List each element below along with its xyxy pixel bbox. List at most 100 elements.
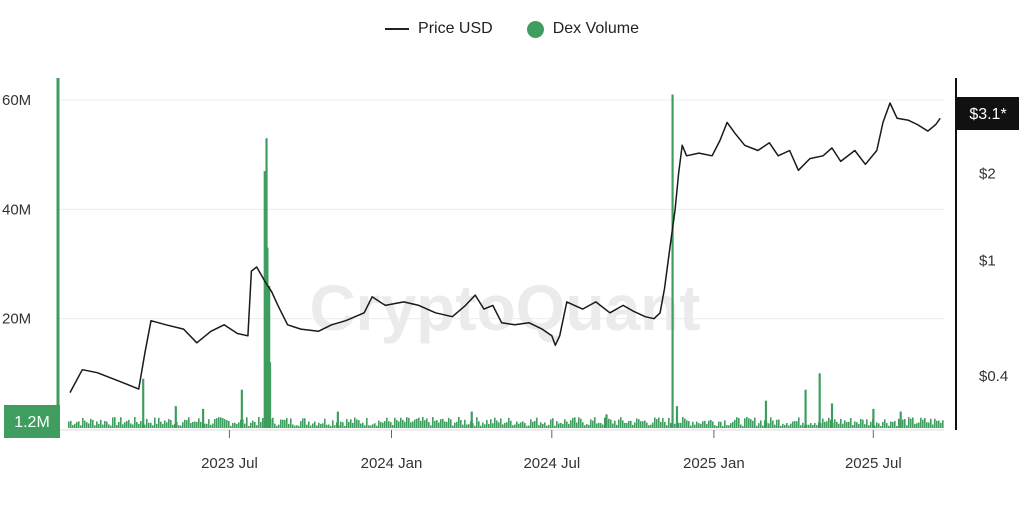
volume-bar bbox=[698, 423, 700, 428]
volume-bar bbox=[920, 417, 922, 428]
volume-bar bbox=[302, 418, 304, 428]
volume-bar bbox=[688, 421, 690, 428]
volume-bar bbox=[722, 425, 724, 428]
volume-bar bbox=[260, 421, 262, 428]
volume-bar bbox=[274, 423, 276, 428]
volume-bar bbox=[898, 418, 900, 428]
volume-bar bbox=[438, 422, 440, 428]
volume-bar bbox=[556, 421, 558, 428]
volume-bar bbox=[738, 418, 740, 428]
volume-bar bbox=[784, 424, 786, 428]
volume-bar bbox=[360, 423, 362, 428]
volume-bar bbox=[328, 424, 330, 428]
volume-bar bbox=[678, 422, 680, 428]
right-tick-label: $0.4 bbox=[979, 368, 1008, 385]
volume-bar bbox=[530, 419, 532, 428]
volume-bar bbox=[172, 424, 174, 428]
volume-bar bbox=[664, 421, 666, 428]
volume-bar bbox=[108, 424, 110, 428]
volume-bar bbox=[886, 423, 888, 428]
volume-bar bbox=[138, 423, 140, 428]
volume-bar bbox=[162, 423, 164, 428]
volume-bar bbox=[680, 422, 682, 428]
volume-bar bbox=[130, 423, 132, 428]
volume-bar bbox=[498, 422, 500, 428]
volume-bar bbox=[404, 421, 406, 428]
volume-bar bbox=[150, 422, 152, 428]
volume-bar bbox=[762, 425, 764, 428]
volume-bar bbox=[834, 419, 836, 428]
legend-item-volume[interactable]: Dex Volume bbox=[526, 20, 639, 38]
volume-bar bbox=[454, 422, 456, 428]
volume-bar bbox=[654, 417, 656, 428]
volume-current-badge bbox=[4, 405, 60, 438]
x-tick-label: 2025 Jan bbox=[683, 455, 745, 472]
volume-bar bbox=[940, 422, 942, 428]
volume-bar bbox=[208, 419, 210, 428]
volume-bar bbox=[546, 425, 548, 428]
volume-bar bbox=[534, 420, 536, 428]
volume-bar bbox=[750, 419, 752, 428]
volume-bar bbox=[226, 420, 228, 428]
legend-item-price[interactable]: Price USD bbox=[385, 20, 493, 38]
volume-bar bbox=[612, 423, 614, 428]
volume-bar bbox=[88, 423, 90, 428]
volume-bar bbox=[592, 420, 594, 428]
volume-bar bbox=[884, 419, 886, 428]
volume-bar bbox=[932, 424, 934, 428]
volume-bar bbox=[466, 424, 468, 428]
volume-bar bbox=[626, 422, 628, 428]
volume-bar bbox=[866, 419, 868, 428]
volume-bar bbox=[918, 422, 920, 428]
volume-bar bbox=[400, 417, 402, 428]
volume-bar bbox=[700, 423, 702, 428]
volume-bar bbox=[232, 423, 234, 428]
volume-bar bbox=[708, 420, 710, 428]
volume-bar bbox=[822, 418, 824, 428]
volume-bar bbox=[394, 417, 396, 428]
volume-bar bbox=[904, 418, 906, 428]
volume-bar bbox=[442, 418, 444, 428]
volume-bar bbox=[92, 419, 94, 428]
volume-bar bbox=[514, 424, 516, 428]
volume-bar bbox=[702, 421, 704, 428]
volume-bar bbox=[876, 422, 878, 428]
volume-bar bbox=[682, 417, 684, 428]
volume-bar bbox=[934, 418, 936, 428]
volume-bar bbox=[850, 418, 852, 428]
volume-bar bbox=[432, 417, 434, 428]
volume-bar bbox=[418, 417, 420, 428]
volume-bar bbox=[204, 423, 206, 428]
volume-bar bbox=[148, 422, 150, 428]
volume-bar bbox=[528, 425, 530, 428]
volume-bar bbox=[776, 419, 778, 428]
volume-bar bbox=[520, 422, 522, 428]
volume-bar bbox=[836, 421, 838, 428]
volume-bar bbox=[518, 423, 520, 428]
volume-bar bbox=[318, 422, 320, 428]
volume-bar bbox=[560, 422, 562, 428]
volume-bar bbox=[362, 422, 364, 428]
volume-bar bbox=[782, 423, 784, 428]
volume-bar bbox=[764, 420, 766, 428]
x-tick-label: 2024 Jan bbox=[361, 455, 423, 472]
volume-bar bbox=[284, 419, 286, 428]
x-tick-label: 2025 Jul bbox=[845, 455, 902, 472]
volume-dot-swatch bbox=[526, 20, 544, 38]
volume-bar bbox=[704, 420, 706, 428]
volume-bar bbox=[758, 423, 760, 428]
volume-bar bbox=[888, 425, 890, 428]
volume-bar bbox=[294, 425, 296, 428]
volume-bar bbox=[358, 420, 360, 428]
volume-bar bbox=[842, 423, 844, 428]
volume-bar bbox=[580, 418, 582, 428]
volume-bar bbox=[190, 423, 192, 428]
volume-bar bbox=[152, 425, 154, 428]
volume-bar bbox=[484, 424, 486, 428]
volume-bar bbox=[614, 420, 616, 428]
volume-bar bbox=[774, 424, 776, 428]
volume-bar bbox=[222, 418, 224, 428]
volume-bar bbox=[154, 417, 156, 428]
volume-bar bbox=[880, 426, 882, 428]
